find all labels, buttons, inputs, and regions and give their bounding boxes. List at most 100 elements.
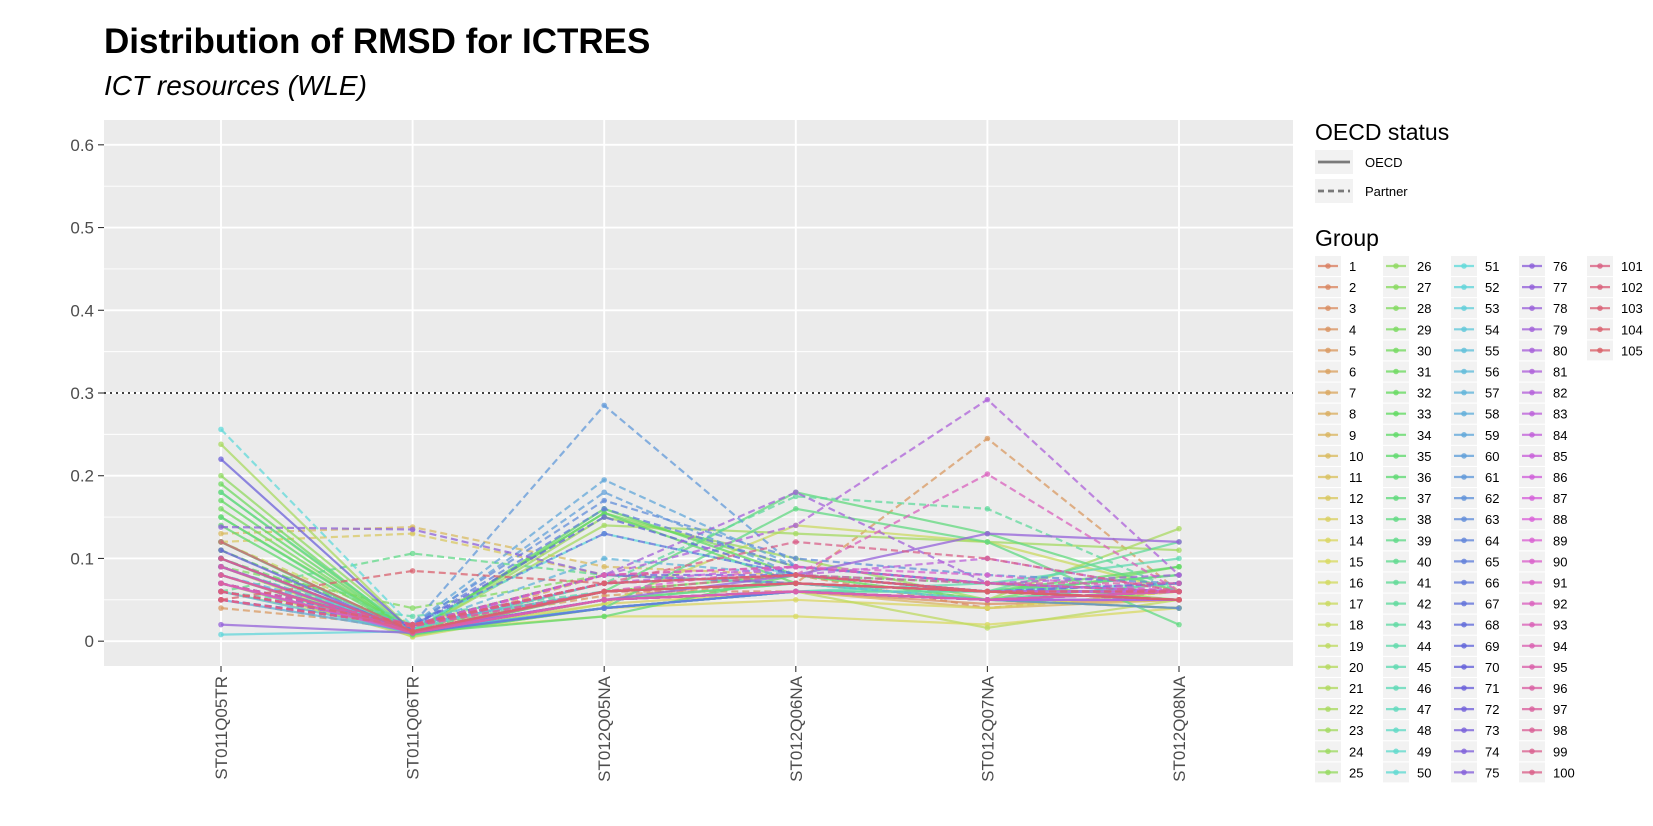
legend-label-group-30: 30: [1417, 343, 1431, 358]
legend-key-point-29: [1393, 326, 1399, 333]
legend-label-group-58: 58: [1485, 407, 1499, 422]
legend-label-group-48: 48: [1417, 723, 1431, 738]
y-tick-label: 0.2: [70, 467, 94, 486]
data-point-70: [218, 547, 224, 553]
legend-key-point-59: [1461, 432, 1467, 438]
legend-label-group-10: 10: [1349, 449, 1363, 464]
legend-label-group-2: 2: [1349, 280, 1356, 295]
legend-label-group-100: 100: [1553, 765, 1575, 780]
series-line-96: [220, 565, 1180, 635]
data-point-76: [409, 526, 416, 533]
data-point-26: [218, 472, 224, 479]
legend-label-group-84: 84: [1553, 428, 1567, 443]
data-point-96: [793, 588, 799, 595]
legend-key-point-90: [1529, 558, 1535, 565]
legend-layer: OECD statusOECDPartnerGroup1234567891011…: [1315, 119, 1643, 783]
data-point-104: [409, 568, 416, 574]
legend-label-group-83: 83: [1553, 407, 1567, 422]
legend-label-group-49: 49: [1417, 744, 1431, 759]
data-point-52: [218, 631, 224, 638]
legend-label-group-15: 15: [1349, 554, 1363, 569]
series-line-105: [220, 540, 1180, 633]
data-point-34: [601, 510, 607, 516]
legend-key-point-44: [1393, 643, 1399, 649]
series-line-63: [220, 499, 1180, 626]
data-point-97: [218, 580, 224, 587]
legend-key-point-71: [1461, 685, 1467, 691]
x-tick-label: ST012Q05NA: [595, 675, 614, 781]
data-point-19: [984, 625, 991, 631]
legend-key-point-16: [1325, 579, 1331, 586]
legend-key-point-69: [1461, 643, 1467, 649]
chart-subtitle: ICT resources (WLE): [104, 70, 367, 101]
legend-key-point-20: [1325, 664, 1331, 670]
legend-key-point-34: [1393, 432, 1399, 438]
legend-label-group-20: 20: [1349, 660, 1363, 675]
legend-key-point-17: [1325, 600, 1331, 607]
legend-key-point-97: [1529, 706, 1535, 712]
legend-label-group-29: 29: [1417, 322, 1431, 337]
legend-label-group-61: 61: [1485, 470, 1499, 485]
y-tick-label: 0.5: [70, 219, 94, 238]
data-point-105: [984, 588, 991, 595]
data-point-105: [793, 580, 799, 587]
legend-key-point-25: [1325, 769, 1331, 776]
data-point-81: [1176, 572, 1182, 578]
legend-label-group-39: 39: [1417, 533, 1431, 548]
data-point-98: [984, 580, 991, 587]
data-point-45: [1176, 555, 1182, 562]
chart-title: Distribution of RMSD for ICTRES: [104, 22, 651, 61]
data-point-39: [409, 550, 416, 557]
legend-key-point-101: [1597, 263, 1603, 269]
legend-label-group-52: 52: [1485, 280, 1499, 295]
legend-label-oecd: OECD: [1365, 155, 1403, 170]
legend-label-group-55: 55: [1485, 343, 1499, 358]
data-point-105: [218, 539, 224, 545]
series-line-81: [220, 398, 1180, 626]
legend-key-point-53: [1461, 305, 1467, 312]
legend-label-group-41: 41: [1417, 576, 1431, 591]
legend-label-group-16: 16: [1349, 576, 1363, 591]
data-point-10: [601, 563, 607, 570]
data-point-35: [601, 613, 607, 620]
legend-label-partner: Partner: [1365, 184, 1408, 199]
data-point-90: [984, 572, 991, 578]
data-point-92: [984, 471, 991, 477]
legend-label-group-76: 76: [1553, 259, 1567, 274]
legend-label-group-44: 44: [1417, 639, 1431, 654]
data-point-10: [218, 530, 224, 537]
series-line-37: [220, 491, 1180, 635]
legend-key-point-67: [1461, 600, 1467, 607]
legend-key-point-4: [1325, 326, 1331, 333]
data-point-22: [218, 441, 224, 448]
legend-key-point-103: [1597, 305, 1603, 312]
series-line-98: [220, 573, 1180, 628]
data-point-105: [601, 588, 607, 595]
data-point-37: [218, 514, 224, 520]
legend-key-point-33: [1393, 410, 1399, 417]
legend-key-point-73: [1461, 727, 1467, 733]
legend-key-point-54: [1461, 326, 1467, 333]
data-point-77: [1176, 539, 1182, 545]
data-point-5: [984, 435, 991, 442]
legend-key-point-95: [1529, 664, 1535, 670]
data-point-104: [793, 572, 799, 578]
legend-key-point-96: [1529, 685, 1535, 691]
legend-label-group-27: 27: [1417, 280, 1431, 295]
data-point-95: [1176, 580, 1182, 587]
data-point-15: [793, 613, 799, 620]
legend-label-group-102: 102: [1621, 280, 1643, 295]
legend-label-group-11: 11: [1349, 470, 1363, 485]
legend-key-point-92: [1529, 600, 1535, 607]
legend-label-group-31: 31: [1417, 365, 1431, 380]
axis-layer: 0 0.1 0.2 0.3 0.4 0.5 0.6 ST011Q05TR ST011Q06TR S…: [70, 136, 1293, 782]
data-point-100: [984, 555, 991, 562]
legend-key-point-11: [1325, 474, 1331, 480]
data-point-38: [793, 506, 799, 512]
legend-label-group-6: 6: [1349, 365, 1356, 380]
data-point-33: [218, 497, 224, 504]
series-line-95: [220, 565, 1179, 626]
legend-key-point-74: [1461, 748, 1467, 755]
x-tick-label: ST012Q06NA: [787, 675, 806, 781]
legend-label-group-99: 99: [1553, 744, 1567, 759]
